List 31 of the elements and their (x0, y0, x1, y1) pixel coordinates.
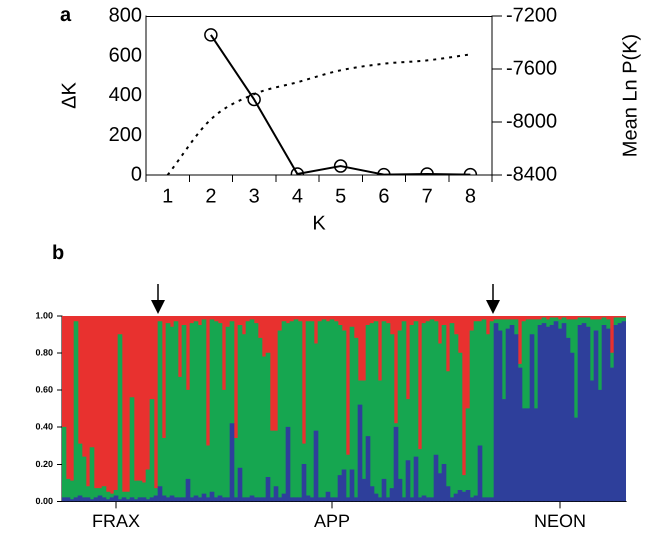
x-tick-label: FRAX (92, 511, 140, 532)
y-tick-label: 1.00 (35, 310, 53, 320)
y-tick-label: 400 (108, 84, 142, 106)
chart-title: b (52, 242, 64, 264)
y-axis-title: ΔK (58, 81, 81, 109)
y2-tick-label: -8000 (506, 110, 558, 133)
x-axis-title: K (312, 212, 326, 235)
x-tick-label: 5 (335, 186, 346, 208)
y2-axis-title: Mean Ln P(K) (620, 34, 642, 158)
x-tick-label: NEON (534, 511, 586, 532)
x-tick-label: 6 (378, 186, 390, 208)
y-tick-label: 0.60 (35, 384, 53, 395)
x-tick-label: 7 (422, 186, 433, 208)
y-tick-label: 800 (108, 4, 142, 27)
x-tick-label: APP (314, 511, 350, 532)
x-tick-label: 3 (248, 186, 260, 208)
chart-title: a (60, 4, 72, 26)
x-tick-label: 1 (162, 186, 174, 208)
x-tick-label: 2 (205, 186, 216, 208)
y-tick-label: 0.80 (35, 348, 53, 358)
x-tick-label: 8 (464, 186, 476, 208)
x-tick-label: 4 (292, 186, 303, 208)
y-tick-label: 600 (108, 44, 142, 66)
y2-tick-label: -7600 (506, 58, 558, 80)
y-tick-label: 0.00 (35, 496, 53, 506)
y-tick-label: 0 (130, 164, 142, 186)
y-tick-label: 0.20 (35, 458, 53, 469)
y2-tick-label: -8400 (506, 164, 558, 186)
y-tick-label: 0.40 (35, 422, 53, 432)
y2-tick-label: -7200 (506, 4, 558, 27)
y-tick-label: 200 (108, 124, 142, 146)
